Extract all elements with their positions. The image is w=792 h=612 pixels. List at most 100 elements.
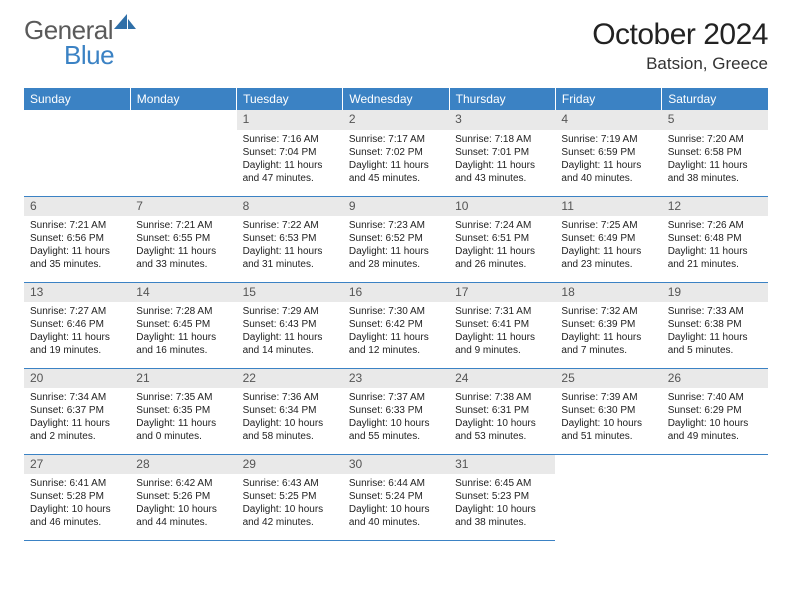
- day-number: 11: [555, 197, 661, 217]
- sunrise-line: Sunrise: 7:31 AM: [455, 305, 549, 318]
- calendar-cell: 6Sunrise: 7:21 AMSunset: 6:56 PMDaylight…: [24, 196, 130, 282]
- sunset-line: Sunset: 6:37 PM: [30, 404, 124, 417]
- daylight-line: Daylight: 10 hours and 58 minutes.: [243, 417, 337, 443]
- location: Batsion, Greece: [592, 54, 768, 74]
- day-number: 2: [343, 110, 449, 130]
- calendar-cell: 21Sunrise: 7:35 AMSunset: 6:35 PMDayligh…: [130, 368, 236, 454]
- day-body: Sunrise: 7:21 AMSunset: 6:55 PMDaylight:…: [130, 216, 236, 273]
- daylight-line: Daylight: 10 hours and 38 minutes.: [455, 503, 549, 529]
- sunrise-line: Sunrise: 7:22 AM: [243, 219, 337, 232]
- day-number: 22: [237, 369, 343, 389]
- calendar-cell: 7Sunrise: 7:21 AMSunset: 6:55 PMDaylight…: [130, 196, 236, 282]
- dow-header: Friday: [555, 88, 661, 110]
- sunrise-line: Sunrise: 7:18 AM: [455, 133, 549, 146]
- dow-header: Tuesday: [237, 88, 343, 110]
- sunset-line: Sunset: 6:46 PM: [30, 318, 124, 331]
- day-body: Sunrise: 7:22 AMSunset: 6:53 PMDaylight:…: [237, 216, 343, 273]
- day-body: Sunrise: 7:21 AMSunset: 6:56 PMDaylight:…: [24, 216, 130, 273]
- day-body: Sunrise: 7:35 AMSunset: 6:35 PMDaylight:…: [130, 388, 236, 445]
- daylight-line: Daylight: 11 hours and 47 minutes.: [243, 159, 337, 185]
- page-header: GeneralBlue October 2024 Batsion, Greece: [24, 18, 768, 74]
- sunset-line: Sunset: 6:33 PM: [349, 404, 443, 417]
- day-number: 14: [130, 283, 236, 303]
- calendar-cell: 11Sunrise: 7:25 AMSunset: 6:49 PMDayligh…: [555, 196, 661, 282]
- sunset-line: Sunset: 6:49 PM: [561, 232, 655, 245]
- day-number: 10: [449, 197, 555, 217]
- day-body: Sunrise: 7:31 AMSunset: 6:41 PMDaylight:…: [449, 302, 555, 359]
- sunset-line: Sunset: 6:42 PM: [349, 318, 443, 331]
- calendar-cell: 30Sunrise: 6:44 AMSunset: 5:24 PMDayligh…: [343, 454, 449, 540]
- day-number: 12: [662, 197, 768, 217]
- sunset-line: Sunset: 6:38 PM: [668, 318, 762, 331]
- calendar-cell: 10Sunrise: 7:24 AMSunset: 6:51 PMDayligh…: [449, 196, 555, 282]
- sunset-line: Sunset: 6:43 PM: [243, 318, 337, 331]
- daylight-line: Daylight: 11 hours and 19 minutes.: [30, 331, 124, 357]
- day-number: 4: [555, 110, 661, 130]
- day-body: Sunrise: 7:39 AMSunset: 6:30 PMDaylight:…: [555, 388, 661, 445]
- sunrise-line: Sunrise: 7:19 AM: [561, 133, 655, 146]
- calendar-cell: 22Sunrise: 7:36 AMSunset: 6:34 PMDayligh…: [237, 368, 343, 454]
- calendar-cell: 18Sunrise: 7:32 AMSunset: 6:39 PMDayligh…: [555, 282, 661, 368]
- sunset-line: Sunset: 6:29 PM: [668, 404, 762, 417]
- day-body: Sunrise: 7:36 AMSunset: 6:34 PMDaylight:…: [237, 388, 343, 445]
- sunrise-line: Sunrise: 6:41 AM: [30, 477, 124, 490]
- day-body: Sunrise: 6:44 AMSunset: 5:24 PMDaylight:…: [343, 474, 449, 531]
- sunset-line: Sunset: 7:02 PM: [349, 146, 443, 159]
- sunset-line: Sunset: 6:53 PM: [243, 232, 337, 245]
- sunrise-line: Sunrise: 7:38 AM: [455, 391, 549, 404]
- day-number: 1: [237, 110, 343, 130]
- calendar-cell: 27Sunrise: 6:41 AMSunset: 5:28 PMDayligh…: [24, 454, 130, 540]
- day-number: 19: [662, 283, 768, 303]
- dow-header: Thursday: [449, 88, 555, 110]
- sunset-line: Sunset: 6:52 PM: [349, 232, 443, 245]
- calendar-cell: 8Sunrise: 7:22 AMSunset: 6:53 PMDaylight…: [237, 196, 343, 282]
- sunrise-line: Sunrise: 6:42 AM: [136, 477, 230, 490]
- sunrise-line: Sunrise: 7:26 AM: [668, 219, 762, 232]
- calendar-cell: 1Sunrise: 7:16 AMSunset: 7:04 PMDaylight…: [237, 110, 343, 196]
- sunrise-line: Sunrise: 7:16 AM: [243, 133, 337, 146]
- sunrise-line: Sunrise: 7:34 AM: [30, 391, 124, 404]
- day-body: Sunrise: 7:34 AMSunset: 6:37 PMDaylight:…: [24, 388, 130, 445]
- daylight-line: Daylight: 10 hours and 51 minutes.: [561, 417, 655, 443]
- daylight-line: Daylight: 11 hours and 5 minutes.: [668, 331, 762, 357]
- daylight-line: Daylight: 10 hours and 46 minutes.: [30, 503, 124, 529]
- daylight-line: Daylight: 11 hours and 12 minutes.: [349, 331, 443, 357]
- day-body: Sunrise: 7:33 AMSunset: 6:38 PMDaylight:…: [662, 302, 768, 359]
- calendar-cell: 15Sunrise: 7:29 AMSunset: 6:43 PMDayligh…: [237, 282, 343, 368]
- sunrise-line: Sunrise: 7:40 AM: [668, 391, 762, 404]
- calendar-cell: 19Sunrise: 7:33 AMSunset: 6:38 PMDayligh…: [662, 282, 768, 368]
- sunset-line: Sunset: 6:30 PM: [561, 404, 655, 417]
- sunset-line: Sunset: 5:24 PM: [349, 490, 443, 503]
- day-body: Sunrise: 7:26 AMSunset: 6:48 PMDaylight:…: [662, 216, 768, 273]
- calendar-cell: 23Sunrise: 7:37 AMSunset: 6:33 PMDayligh…: [343, 368, 449, 454]
- day-body: Sunrise: 7:38 AMSunset: 6:31 PMDaylight:…: [449, 388, 555, 445]
- day-number: 7: [130, 197, 236, 217]
- sunrise-line: Sunrise: 7:27 AM: [30, 305, 124, 318]
- daylight-line: Daylight: 10 hours and 44 minutes.: [136, 503, 230, 529]
- day-number: 29: [237, 455, 343, 475]
- dow-header: Saturday: [662, 88, 768, 110]
- calendar-cell: 20Sunrise: 7:34 AMSunset: 6:37 PMDayligh…: [24, 368, 130, 454]
- day-number: 23: [343, 369, 449, 389]
- day-body: Sunrise: 7:23 AMSunset: 6:52 PMDaylight:…: [343, 216, 449, 273]
- sunset-line: Sunset: 6:48 PM: [668, 232, 762, 245]
- sunrise-line: Sunrise: 7:25 AM: [561, 219, 655, 232]
- daylight-line: Daylight: 11 hours and 16 minutes.: [136, 331, 230, 357]
- sunrise-line: Sunrise: 7:33 AM: [668, 305, 762, 318]
- sunset-line: Sunset: 6:58 PM: [668, 146, 762, 159]
- day-body: Sunrise: 7:24 AMSunset: 6:51 PMDaylight:…: [449, 216, 555, 273]
- day-number: 17: [449, 283, 555, 303]
- calendar-cell: 29Sunrise: 6:43 AMSunset: 5:25 PMDayligh…: [237, 454, 343, 540]
- month-title: October 2024: [592, 18, 768, 52]
- daylight-line: Daylight: 10 hours and 49 minutes.: [668, 417, 762, 443]
- daylight-line: Daylight: 11 hours and 14 minutes.: [243, 331, 337, 357]
- day-number: 26: [662, 369, 768, 389]
- daylight-line: Daylight: 10 hours and 40 minutes.: [349, 503, 443, 529]
- calendar-cell: 4Sunrise: 7:19 AMSunset: 6:59 PMDaylight…: [555, 110, 661, 196]
- calendar-cell: 31Sunrise: 6:45 AMSunset: 5:23 PMDayligh…: [449, 454, 555, 540]
- calendar-cell: 3Sunrise: 7:18 AMSunset: 7:01 PMDaylight…: [449, 110, 555, 196]
- daylight-line: Daylight: 11 hours and 33 minutes.: [136, 245, 230, 271]
- calendar-cell: 25Sunrise: 7:39 AMSunset: 6:30 PMDayligh…: [555, 368, 661, 454]
- sunset-line: Sunset: 6:35 PM: [136, 404, 230, 417]
- sunrise-line: Sunrise: 7:29 AM: [243, 305, 337, 318]
